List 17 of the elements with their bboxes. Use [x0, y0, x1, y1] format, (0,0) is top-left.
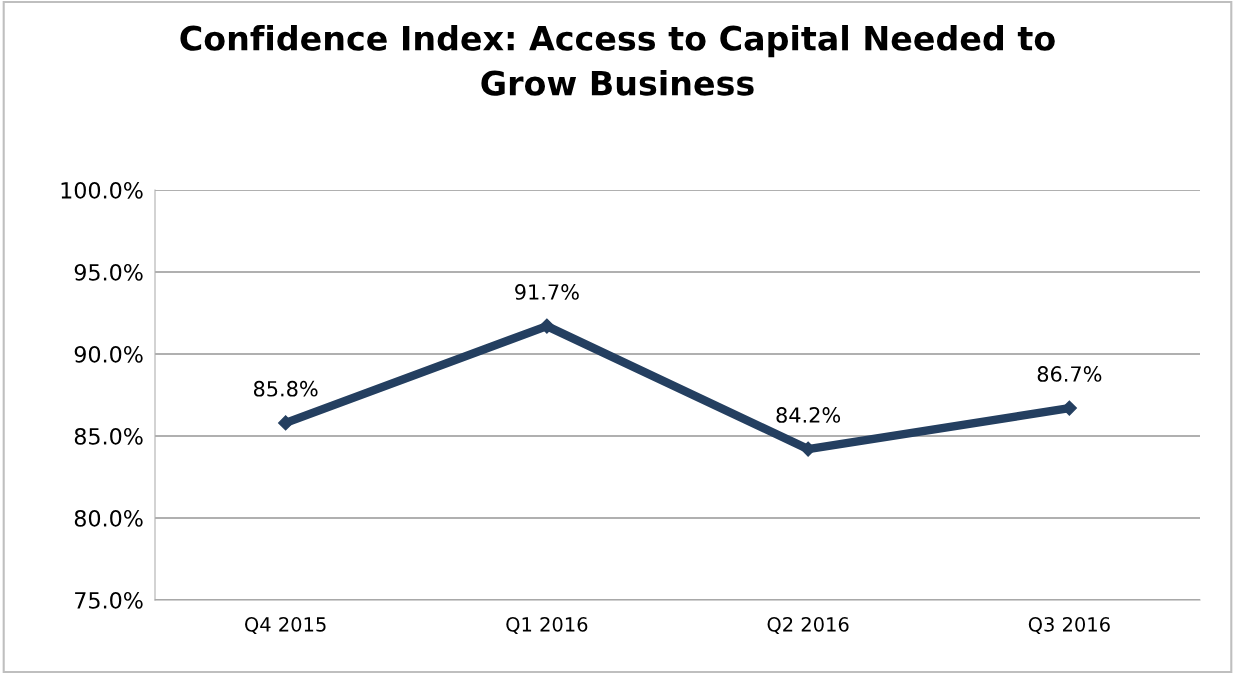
data-label: 85.8% — [253, 380, 318, 397]
point — [539, 318, 555, 334]
y-tick-label: 75.0% — [75, 591, 143, 609]
data-label: 91.7% — [515, 284, 579, 300]
chart-title: Confidence Index: Access to Capital Needed to Grow Business — [180, 25, 1055, 96]
point — [278, 415, 294, 431]
x-tick-label: Q4 2015 — [245, 617, 326, 634]
y-tick-label: 80.0% — [74, 509, 143, 527]
y-tick-label: 85.0% — [74, 427, 143, 445]
y-tick-label: 90.0% — [74, 345, 143, 363]
y-tick-label: 95.0% — [74, 263, 143, 281]
data-label: 86.7% — [1037, 366, 1102, 382]
y-tick-label: 100.0% — [61, 181, 143, 199]
x-tick-label: Q2 2016 — [767, 617, 849, 634]
x-tick-label: Q3 2016 — [1028, 617, 1110, 634]
x-tick-label: Q1 2016 — [506, 617, 588, 634]
data-label: 84.2% — [776, 407, 841, 423]
